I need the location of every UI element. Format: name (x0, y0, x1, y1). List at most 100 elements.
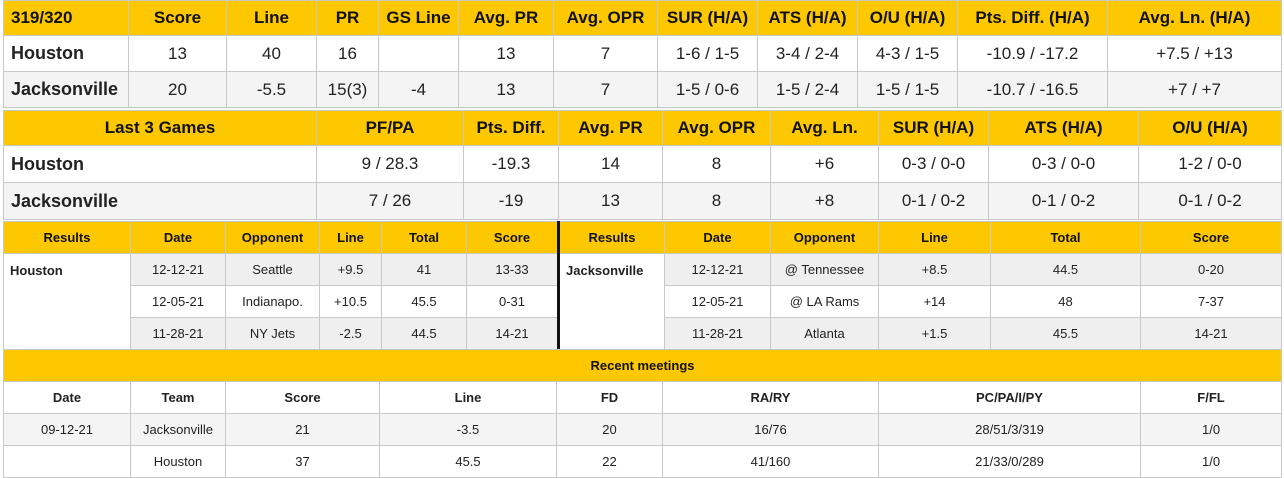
last3-header-row: Last 3 Games PF/PA Pts. Diff. Avg. PR Av… (3, 110, 1282, 146)
table-cell: 44.5 (381, 317, 467, 350)
table-cell: Seattle (225, 253, 320, 286)
table-cell: 0-31 (466, 285, 559, 318)
matchup-header-id: 319/320 (3, 0, 129, 36)
team-name: Jacksonville (3, 182, 317, 220)
table-cell: -10.7 / -16.5 (957, 71, 1108, 108)
column-header: Avg. Ln. (770, 110, 879, 146)
table-cell: 0-20 (1140, 253, 1282, 286)
column-header: Score (225, 381, 380, 414)
meetings-title: Recent meetings (2, 349, 1283, 382)
table-cell: 48 (990, 285, 1141, 318)
table-cell: Atlanta (770, 317, 879, 350)
column-header: PR (316, 0, 379, 36)
table-cell: 45.5 (990, 317, 1141, 350)
table-cell: 13 (558, 182, 663, 220)
table-cell: 12-12-21 (664, 253, 771, 286)
column-header: Score (466, 221, 559, 254)
table-cell: 14-21 (466, 317, 559, 350)
column-header: F/FL (1139, 381, 1283, 414)
table-cell: 20 (556, 413, 663, 446)
table-row: Houston 9 / 28.3 -19.3 14 8 +6 0-3 / 0-0… (3, 145, 1282, 183)
table-row: 12-05-21 Indianapo. +10.5 45.5 0-31 12-0… (4, 285, 1282, 318)
table-cell: 1-5 / 0-6 (657, 71, 758, 108)
column-header: Avg. PR (458, 0, 554, 36)
team-name: Jacksonville (3, 71, 129, 108)
table-cell: -5.5 (226, 71, 317, 108)
table-cell: +9.5 (319, 253, 382, 286)
table-cell: 13 (458, 35, 554, 72)
table-cell: 41/160 (662, 445, 879, 478)
table-cell: +7 / +7 (1107, 71, 1282, 108)
table-cell: 16/76 (662, 413, 879, 446)
table-cell: 41 (381, 253, 467, 286)
table-cell: +10.5 (319, 285, 382, 318)
table-cell: 15(3) (316, 71, 379, 108)
results-table: Results Date Opponent Line Total Score R… (3, 221, 1282, 350)
table-cell: Houston (130, 445, 226, 478)
table-cell (378, 35, 459, 72)
column-header: PF/PA (316, 110, 464, 146)
table-cell: 9 / 28.3 (316, 145, 464, 183)
column-header: Line (379, 381, 557, 414)
meetings-title-row: Recent meetings (2, 349, 1283, 382)
column-header: Total (381, 221, 467, 254)
table-cell: 14 (558, 145, 663, 183)
table-cell: 44.5 (990, 253, 1141, 286)
column-header: ATS (H/A) (988, 110, 1139, 146)
table-row: 09-12-21 Jacksonville 21 -3.5 20 16/76 2… (3, 413, 1283, 446)
table-cell: 21/33/0/289 (878, 445, 1141, 478)
table-cell: 0-1 / 0-2 (1138, 182, 1282, 220)
column-header: Results (3, 221, 131, 254)
table-cell: 1-5 / 2-4 (757, 71, 858, 108)
table-cell: 12-05-21 (664, 285, 771, 318)
meetings-table: Recent meetings Date Team Score Line FD … (2, 349, 1283, 478)
table-cell: 4-3 / 1-5 (857, 35, 958, 72)
table-cell: 7 / 26 (316, 182, 464, 220)
table-row: 11-28-21 NY Jets -2.5 44.5 14-21 11-28-2… (4, 317, 1282, 350)
table-cell: 21 (225, 413, 380, 446)
table-cell: 37 (225, 445, 380, 478)
table-cell: 13 (458, 71, 554, 108)
column-header: Avg. OPR (662, 110, 771, 146)
results-header-row: Results Date Opponent Line Total Score R… (3, 221, 1282, 254)
table-cell: 7 (553, 35, 658, 72)
table-cell: +6 (770, 145, 879, 183)
column-header: Team (130, 381, 226, 414)
table-cell: 1-6 / 1-5 (657, 35, 758, 72)
table-cell: NY Jets (225, 317, 320, 350)
column-header: ATS (H/A) (757, 0, 858, 36)
table-cell: 13 (128, 35, 227, 72)
column-header: SUR (H/A) (878, 110, 989, 146)
column-header: Date (130, 221, 226, 254)
table-cell: Indianapo. (225, 285, 320, 318)
column-header: Line (226, 0, 317, 36)
table-cell: -19.3 (463, 145, 559, 183)
table-cell: -4 (378, 71, 459, 108)
column-header: Line (319, 221, 382, 254)
column-header: O/U (H/A) (857, 0, 958, 36)
column-header: Opponent (225, 221, 320, 254)
column-header: Score (128, 0, 227, 36)
column-header: SUR (H/A) (657, 0, 758, 36)
table-cell: 12-12-21 (130, 253, 226, 286)
table-cell (3, 445, 131, 478)
table-row: Jacksonville 20 -5.5 15(3) -4 13 7 1-5 /… (3, 71, 1282, 108)
table-cell: 3-4 / 2-4 (757, 35, 858, 72)
results-left-team: Houston (3, 253, 131, 350)
table-cell: +7.5 / +13 (1107, 35, 1282, 72)
table-row: Houston 12-12-21 Seattle +9.5 41 13-33 J… (3, 253, 1282, 350)
table-cell: 11-28-21 (664, 317, 771, 350)
last3-title: Last 3 Games (3, 110, 317, 146)
column-header: Total (990, 221, 1141, 254)
table-cell: 09-12-21 (3, 413, 131, 446)
table-cell: 16 (316, 35, 379, 72)
table-row: Houston 37 45.5 22 41/160 21/33/0/289 1/… (3, 445, 1283, 478)
table-cell: -3.5 (379, 413, 557, 446)
table-cell: @ Tennessee (770, 253, 879, 286)
column-header: Results (557, 221, 665, 254)
table-cell: 12-05-21 (130, 285, 226, 318)
table-cell: Jacksonville (130, 413, 226, 446)
table-cell: 45.5 (381, 285, 467, 318)
table-cell: 1/0 (1139, 413, 1283, 446)
team-name: Houston (3, 145, 317, 183)
